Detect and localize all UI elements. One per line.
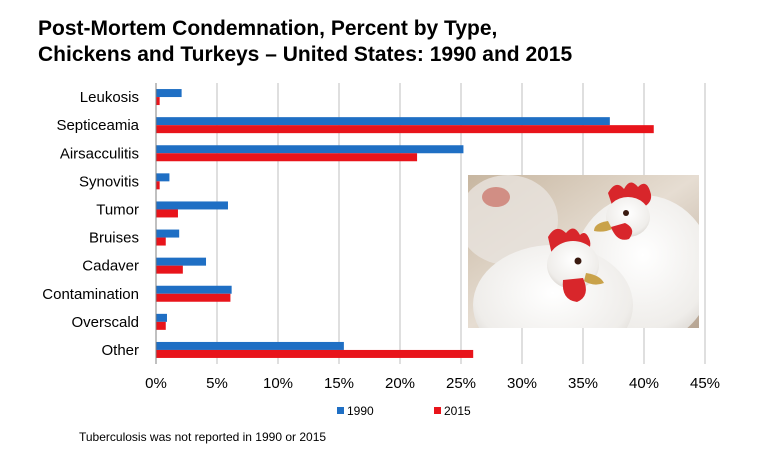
chart-title: Post-Mortem Condemnation, Percent by Typ… (38, 16, 572, 68)
bar-2015-overscald (156, 321, 166, 330)
x-tick-label: 45% (690, 375, 720, 392)
x-tick-label: 10% (263, 375, 293, 392)
bar-1990-tumor (156, 201, 228, 210)
category-label: Cadaver (82, 258, 139, 275)
bar-1990-airsacculitis (156, 145, 464, 154)
x-tick-label: 5% (206, 375, 228, 392)
category-label: Bruises (89, 230, 139, 247)
chicken-photo (468, 175, 699, 328)
legend-swatch-1990 (337, 407, 344, 414)
legend-swatch-2015 (434, 407, 441, 414)
category-label: Contamination (42, 286, 139, 303)
legend-label-2015: 2015 (444, 404, 471, 418)
bar-2015-contamination (156, 293, 231, 302)
bar-1990-cadaver (156, 257, 207, 266)
bar-2015-other (156, 349, 474, 358)
bar-2015-synovitis (156, 181, 160, 190)
bar-2015-bruises (156, 237, 166, 246)
bar-1990-contamination (156, 285, 232, 294)
legend: 1990 2015 (337, 404, 471, 418)
bar-1990-leukosis (156, 89, 182, 98)
bars (156, 89, 654, 358)
category-label: Other (101, 342, 139, 359)
x-tick-label: 40% (629, 375, 659, 392)
category-labels: Leukosis Septiceamia Airsacculitis Synoviti… (42, 89, 139, 359)
category-label: Tumor (96, 201, 139, 218)
bar-2015-leukosis (156, 97, 160, 106)
x-tick-labels: 0% 5% 10% 15% 20% 25% 30% 35% 40% 45% (145, 375, 720, 392)
legend-label-1990: 1990 (347, 404, 374, 418)
bar-2015-cadaver (156, 265, 183, 274)
bar-2015-septiceamia (156, 125, 654, 134)
bar-1990-synovitis (156, 173, 170, 182)
x-tick-label: 15% (324, 375, 354, 392)
bar-1990-septiceamia (156, 117, 610, 126)
x-tick-label: 30% (507, 375, 537, 392)
x-tick-label: 35% (568, 375, 598, 392)
footnote: Tuberculosis was not reported in 1990 or… (79, 430, 327, 444)
category-label: Septiceamia (56, 117, 139, 134)
bar-1990-other (156, 341, 344, 350)
bar-1990-bruises (156, 229, 180, 238)
category-label: Leukosis (80, 89, 139, 106)
x-tick-label: 25% (446, 375, 476, 392)
chart-title-line-1: Post-Mortem Condemnation, Percent by Typ… (38, 17, 498, 40)
x-tick-label: 0% (145, 375, 167, 392)
category-label: Synovitis (79, 173, 139, 190)
category-label: Overscald (71, 314, 139, 331)
chart-title-line-2: Chickens and Turkeys – United States: 19… (38, 43, 573, 66)
bar-2015-airsacculitis (156, 153, 418, 162)
bar-2015-tumor (156, 209, 178, 218)
bar-1990-overscald (156, 313, 167, 322)
x-tick-label: 20% (385, 375, 415, 392)
category-label: Airsacculitis (60, 145, 139, 162)
